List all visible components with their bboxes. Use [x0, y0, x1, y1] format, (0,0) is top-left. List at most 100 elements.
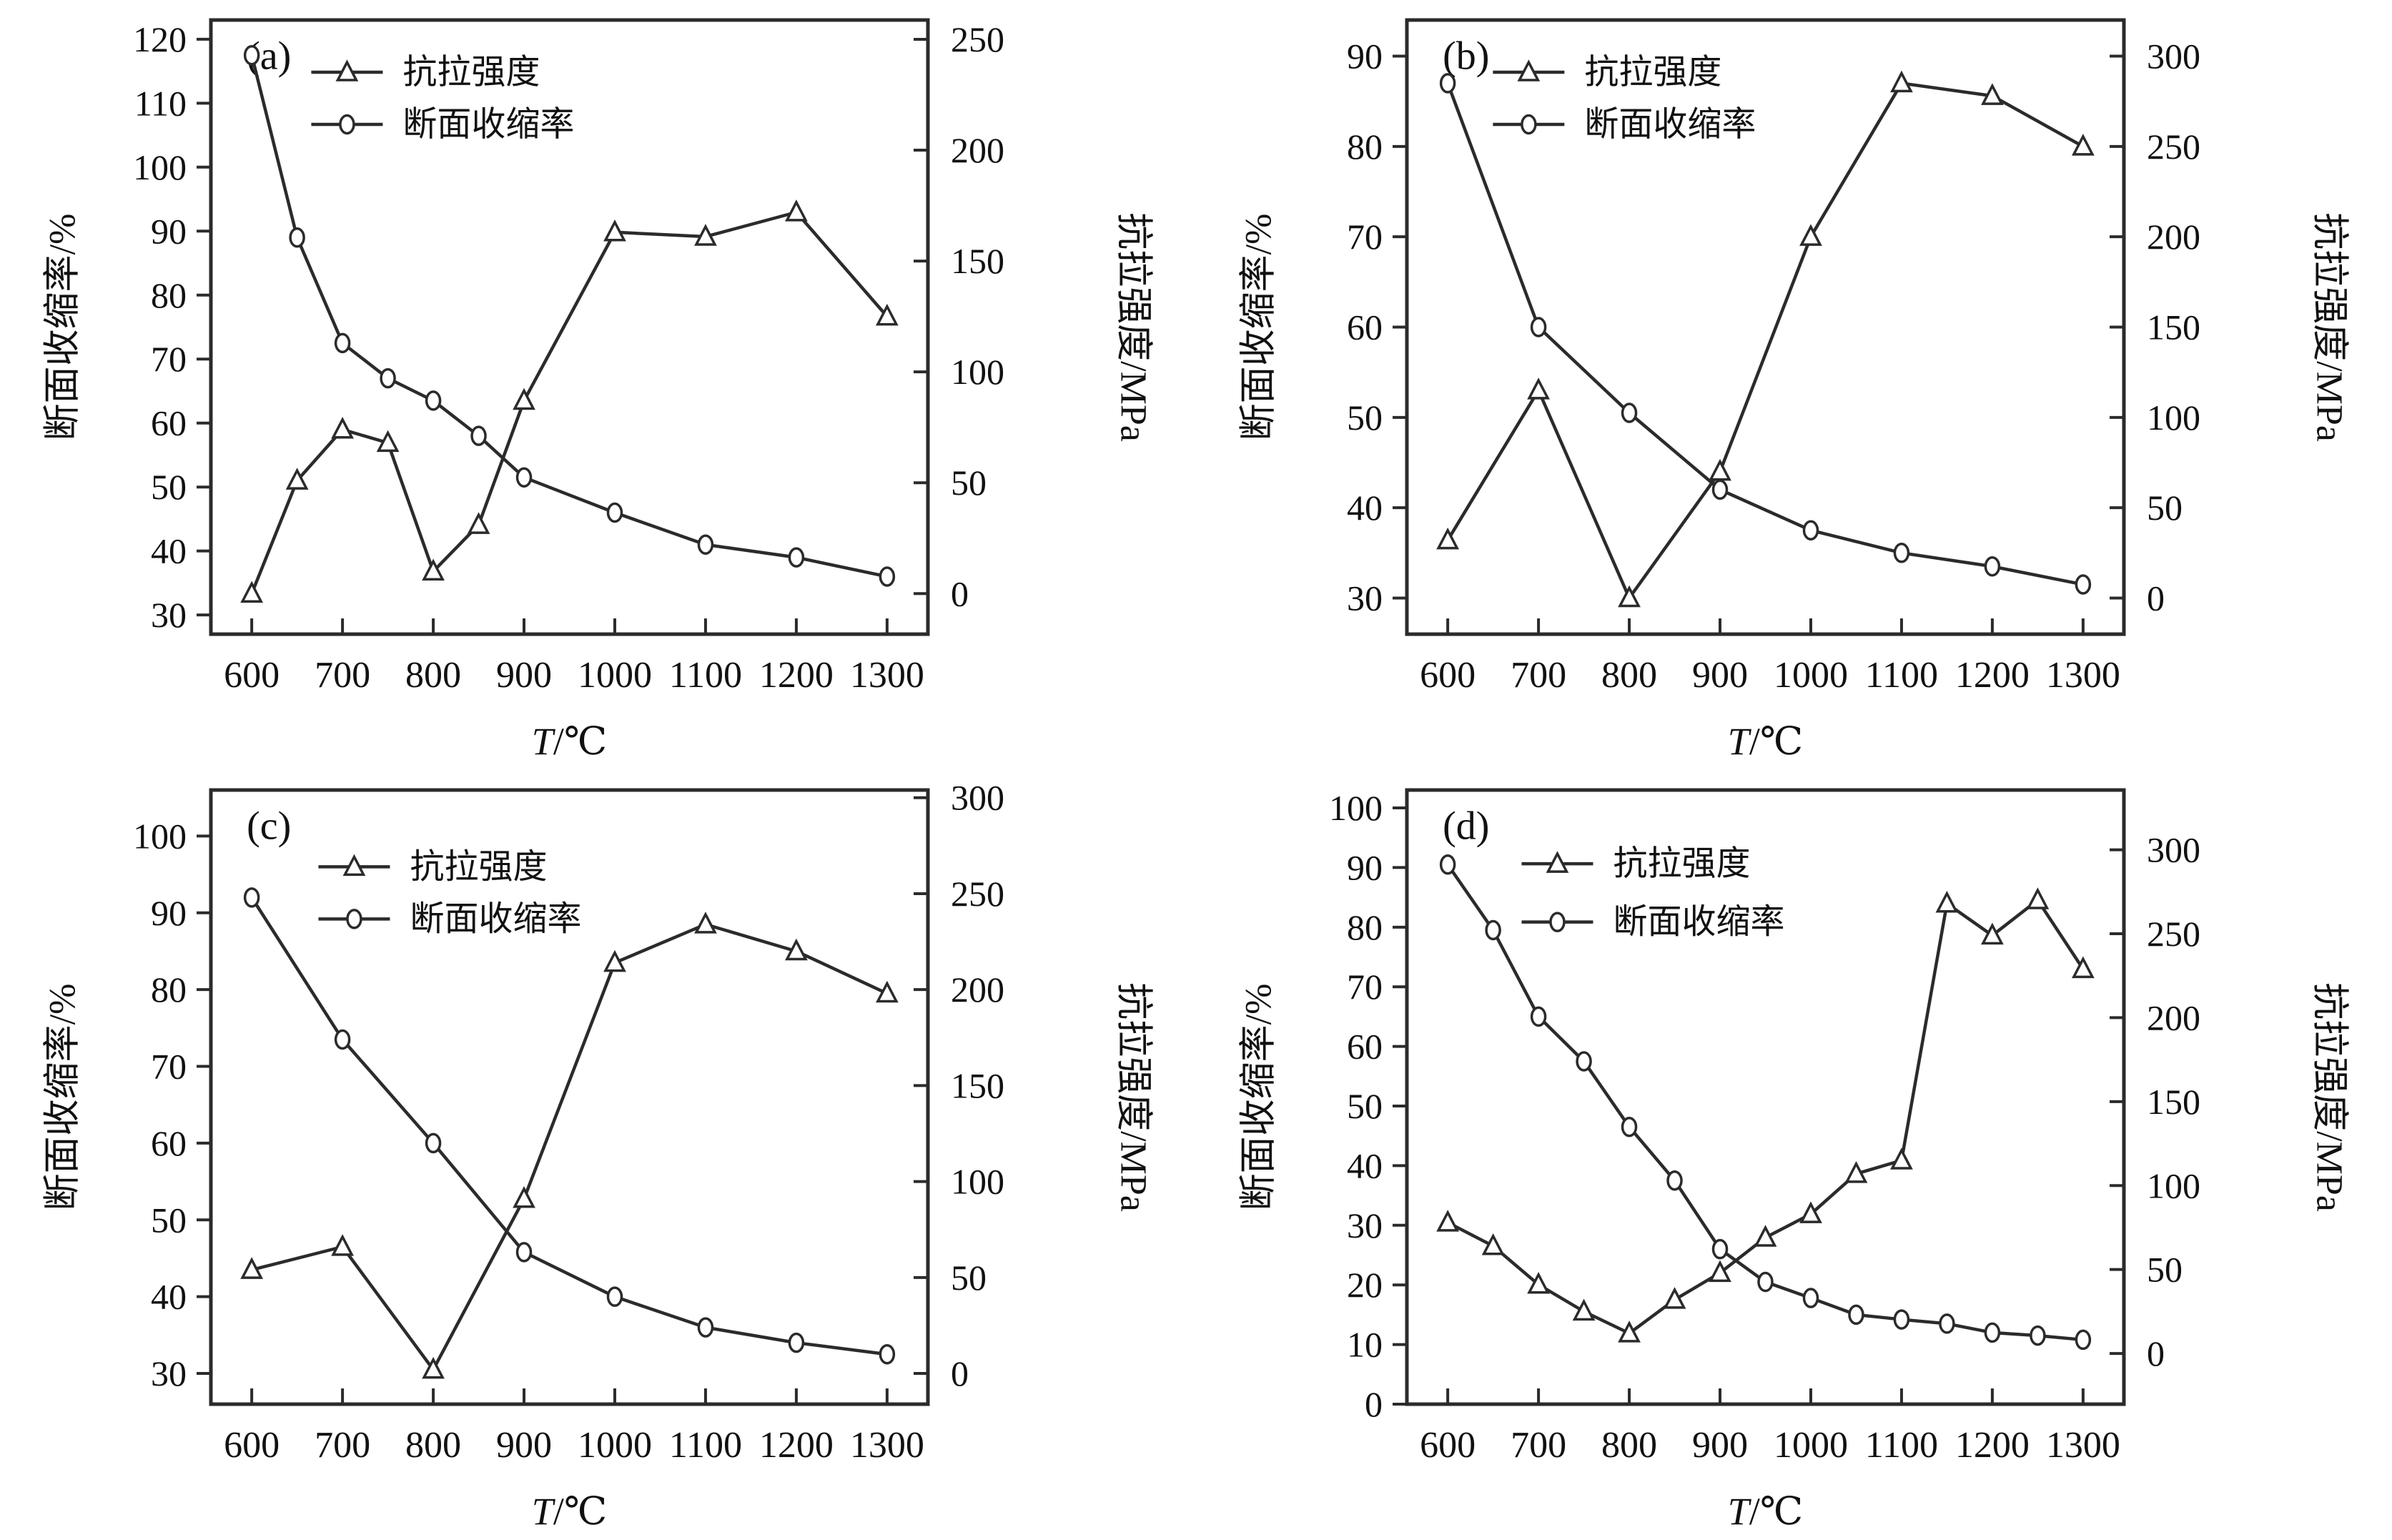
- left-axis-title: 断面收缩率/%: [1239, 984, 1280, 1211]
- left-axis: 30 40 50 60 70 80 90 100: [133, 816, 211, 1393]
- tensile-strength-point: [422, 1356, 445, 1379]
- x-tick-label: 800: [1601, 655, 1657, 696]
- tensile-strength-point: [240, 1257, 264, 1279]
- tensile-strength-point: [1890, 1147, 1913, 1170]
- left-tick-label: 40: [1347, 488, 1383, 528]
- reduction-of-area-point: [1621, 1116, 1638, 1137]
- panel-d-chart: 0102030405060708090100050100150200250300…: [1239, 788, 2350, 1533]
- left-tick-label: 40: [151, 531, 187, 571]
- x-tick-label: 1200: [759, 655, 834, 696]
- right-axis-title: 抗拉强度/MPa: [1113, 982, 1154, 1212]
- tensile-strength-point: [1618, 1321, 1641, 1343]
- reduction-of-area-point: [1439, 854, 1456, 875]
- x-tick-label: 1300: [850, 655, 924, 696]
- panel-b-cell: 30 40 50 60 70 80 90 0 50 100 150 200 250 300 600 700 80…: [1196, 0, 2392, 770]
- tensile-strength-point: [1436, 1210, 1460, 1232]
- right-axis-title: 抗拉强度/MPa: [2309, 982, 2350, 1212]
- reduction-of-area-point: [2075, 574, 2092, 595]
- x-tick-label: 1200: [1955, 1425, 2030, 1466]
- legend-circle-marker: [1549, 912, 1566, 932]
- tensile-strength-point: [1572, 1298, 1596, 1321]
- right-axis: 0 50 100 150 200 250 300: [2110, 830, 2200, 1373]
- series-tensile-strength-line: [250, 210, 889, 595]
- x-tick-label: 1000: [578, 655, 652, 696]
- tensile-strength-point: [603, 949, 626, 972]
- panel-a: 3040506070809010011012005010015020025060…: [43, 18, 1154, 763]
- left-tick-label: 10: [1347, 1325, 1383, 1365]
- tensile-strength-point: [785, 938, 808, 961]
- x-tick-label: 700: [1511, 1425, 1566, 1466]
- legend-item-reduction-of-area: 断面收缩率: [1493, 106, 1756, 144]
- left-tick-label: 30: [151, 1353, 187, 1393]
- x-tick-label: 1300: [2046, 655, 2120, 696]
- left-axis-title: 断面收缩率/%: [1239, 214, 1280, 441]
- reduction-of-area-point: [1848, 1304, 1864, 1326]
- reduction-of-area-point: [425, 390, 442, 411]
- x-tick-label: 900: [496, 1425, 552, 1466]
- right-tick-label: 100: [2147, 398, 2200, 438]
- reduction-of-area-point: [1485, 919, 1501, 941]
- reduction-of-area-point: [1666, 1170, 1683, 1191]
- left-tick-label: 50: [151, 467, 187, 507]
- series-tensile-strength-markers: [1436, 887, 2095, 1343]
- tensile-strength-point: [2026, 887, 2050, 909]
- tensile-strength-point: [2071, 956, 2095, 979]
- right-axis: 0 50 100 150 200 250 300: [914, 778, 1004, 1393]
- series-tensile-strength-line: [1446, 82, 2084, 600]
- reduction-of-area-point: [1576, 1051, 1592, 1072]
- series-tensile-strength-line: [251, 922, 888, 1371]
- tensile-strength-point: [1981, 922, 2004, 945]
- left-tick-label: 120: [133, 19, 187, 59]
- legend-item-tensile-strength: 抗拉强度: [318, 848, 547, 886]
- right-tick-label: 150: [951, 1065, 1004, 1105]
- panel-d-cell: 0 10 20 30 40 50 60 70 80 90 100 0 50 100 150 200 250 300…: [1196, 770, 2392, 1540]
- x-tick-label: 700: [315, 655, 370, 696]
- panel-a-chart: 3040506070809010011012005010015020025060…: [43, 18, 1154, 763]
- panel-letter: (d): [1443, 804, 1489, 849]
- left-tick-label: 80: [151, 969, 187, 1010]
- right-tick-label: 200: [951, 130, 1004, 170]
- x-tick-label: 1200: [1955, 655, 2030, 696]
- reduction-of-area-point: [1984, 556, 2001, 577]
- tensile-strength-point: [1663, 1287, 1686, 1309]
- right-tick-label: 300: [2147, 830, 2200, 870]
- tensile-strength-point: [603, 219, 626, 242]
- reduction-of-area-point: [470, 425, 487, 446]
- x-axis-title: T/℃: [1728, 1490, 1803, 1533]
- reduction-of-area-point: [334, 1029, 351, 1050]
- plot-frame: [209, 788, 930, 1406]
- x-tick-label: 800: [405, 1425, 461, 1466]
- reduction-of-area-point: [1984, 1322, 2001, 1343]
- legend-label: 抗拉强度: [402, 54, 540, 92]
- left-axis: 0 10 20 30 40 50 60 70 80 90 100: [1329, 788, 1407, 1424]
- reduction-of-area-point: [697, 534, 714, 555]
- left-tick-label: 30: [1347, 578, 1383, 618]
- right-tick-label: 50: [951, 463, 987, 503]
- legend-label: 断面收缩率: [410, 900, 581, 938]
- right-tick-label: 200: [951, 969, 1004, 1010]
- right-axis-title: 抗拉强度/MPa: [1113, 212, 1154, 442]
- right-tick-label: 250: [2147, 127, 2200, 167]
- tensile-strength-point: [875, 980, 899, 1003]
- x-tick-label: 600: [1420, 1425, 1476, 1466]
- x-tick-label: 600: [224, 655, 280, 696]
- legend-label: 断面收缩率: [1613, 903, 1784, 941]
- legend-triangle-marker: [1546, 851, 1569, 873]
- panel-d: 0102030405060708090100050100150200250300…: [1239, 788, 2350, 1533]
- legend-label: 抗拉强度: [1613, 845, 1750, 883]
- series-tensile-strength-markers: [240, 912, 899, 1379]
- reduction-of-area-point: [515, 1242, 533, 1263]
- left-tick-label: 50: [151, 1200, 187, 1240]
- tensile-strength-point: [422, 558, 445, 581]
- x-tick-label: 1000: [578, 1425, 652, 1466]
- left-tick-label: 60: [1347, 1027, 1383, 1067]
- right-tick-label: 50: [2147, 1250, 2183, 1290]
- x-tick-label: 700: [315, 1425, 370, 1466]
- left-tick-label: 80: [1347, 907, 1383, 947]
- x-tick-label: 1300: [850, 1425, 924, 1466]
- right-tick-label: 150: [951, 241, 1004, 281]
- legend-triangle-marker: [1517, 59, 1541, 82]
